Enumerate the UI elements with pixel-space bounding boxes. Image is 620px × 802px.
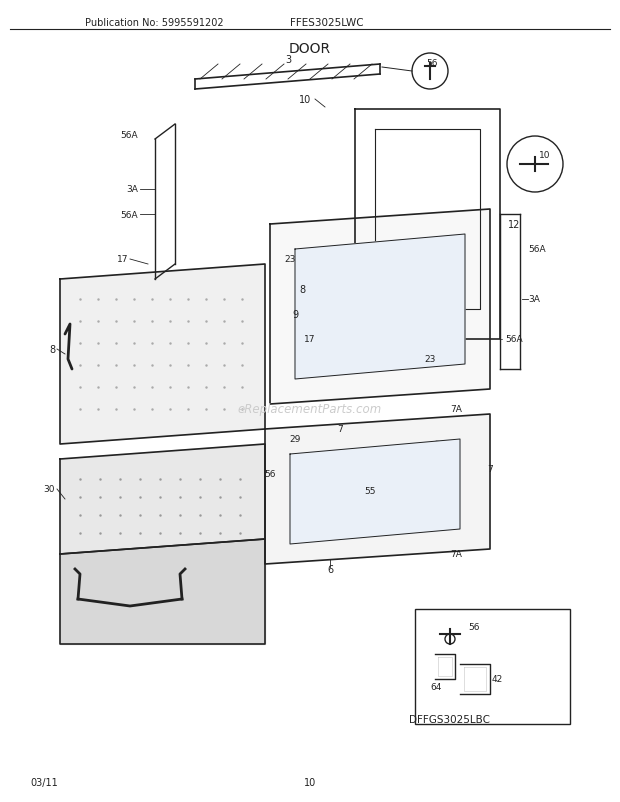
Text: 23: 23 (424, 355, 436, 364)
Text: 29: 29 (290, 435, 301, 444)
Text: DFFGS3025LBC: DFFGS3025LBC (409, 714, 490, 724)
Text: 3A: 3A (126, 185, 138, 194)
Text: eReplacementParts.com: eReplacementParts.com (238, 403, 382, 416)
Text: 03/11: 03/11 (30, 777, 58, 787)
Text: 12: 12 (508, 220, 520, 229)
Text: 56: 56 (264, 470, 276, 479)
Text: 29: 29 (435, 440, 446, 449)
Text: 17: 17 (304, 335, 316, 344)
Text: 7: 7 (337, 425, 343, 434)
Text: 8: 8 (299, 285, 305, 294)
Text: DOOR: DOOR (289, 42, 331, 56)
Text: 10: 10 (539, 150, 551, 160)
Text: 7: 7 (487, 465, 493, 474)
Text: 56: 56 (426, 59, 438, 67)
Text: 42: 42 (492, 674, 503, 683)
Polygon shape (60, 539, 265, 644)
Text: 55: 55 (364, 487, 376, 496)
Text: 56A: 56A (528, 245, 546, 254)
Text: 23: 23 (285, 255, 296, 264)
Text: 7A: 7A (450, 550, 462, 559)
Text: 30: 30 (43, 485, 55, 494)
Text: 56: 56 (468, 622, 479, 632)
Text: 3A: 3A (528, 295, 540, 304)
Text: 3: 3 (285, 55, 291, 65)
Polygon shape (270, 210, 490, 404)
Text: 9: 9 (292, 310, 298, 320)
Text: 56A: 56A (120, 131, 138, 140)
Polygon shape (265, 415, 490, 565)
Polygon shape (290, 439, 460, 545)
Polygon shape (60, 265, 265, 444)
Polygon shape (295, 235, 465, 379)
Text: 56A: 56A (505, 335, 523, 344)
Text: 7A: 7A (450, 405, 462, 414)
Text: 56A: 56A (120, 210, 138, 219)
Polygon shape (60, 444, 265, 554)
Text: 10: 10 (299, 95, 311, 105)
Text: Publication No: 5995591202: Publication No: 5995591202 (85, 18, 224, 28)
Text: FFES3025LWC: FFES3025LWC (290, 18, 363, 28)
Text: 56: 56 (359, 525, 371, 534)
Text: 17: 17 (117, 255, 128, 264)
Text: 64: 64 (430, 683, 441, 691)
Bar (415, 610, 570, 724)
Text: 8: 8 (49, 345, 55, 354)
Text: 10: 10 (304, 777, 316, 787)
Text: 6: 6 (327, 565, 333, 574)
